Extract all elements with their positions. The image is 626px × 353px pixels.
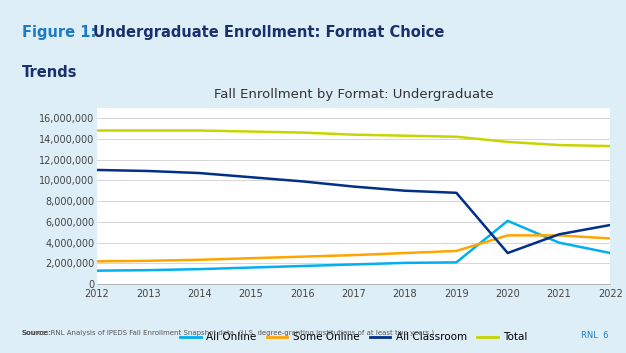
All Online (93, 269, 101, 273)
Total (93, 128, 101, 133)
All Classroom (145, 169, 152, 173)
Total (145, 128, 152, 133)
Text: Trends: Trends (22, 65, 78, 80)
All Online (504, 219, 511, 223)
Some Online (453, 249, 460, 253)
Legend: All Online, Some Online, All Classroom, Total: All Online, Some Online, All Classroom, … (176, 328, 531, 347)
Title: Fall Enrollment by Format: Undergraduate: Fall Enrollment by Format: Undergraduate (214, 88, 493, 101)
Some Online (504, 233, 511, 238)
All Classroom (247, 175, 255, 179)
Some Online (145, 259, 152, 263)
Some Online (401, 251, 409, 255)
Line: Some Online: Some Online (97, 235, 610, 261)
All Classroom (555, 232, 563, 237)
Line: All Online: All Online (97, 221, 610, 271)
Total (299, 131, 306, 135)
Text: Undergraduate Enrollment: Format Choice: Undergraduate Enrollment: Format Choice (93, 25, 444, 40)
All Online (196, 267, 203, 271)
All Online (145, 268, 152, 272)
All Classroom (93, 168, 101, 172)
All Online (350, 262, 357, 267)
All Online (401, 261, 409, 265)
All Classroom (196, 171, 203, 175)
Some Online (299, 255, 306, 259)
All Classroom (401, 189, 409, 193)
All Online (247, 265, 255, 270)
All Online (607, 251, 614, 255)
All Classroom (350, 185, 357, 189)
Text: Figure 1:: Figure 1: (22, 25, 101, 40)
Some Online (350, 253, 357, 257)
Total (401, 133, 409, 138)
Line: Total: Total (97, 131, 610, 146)
All Online (299, 264, 306, 268)
Total (247, 130, 255, 134)
All Online (555, 240, 563, 245)
Text: Source: RNL Analysis of IPEDS Fall Enrollment Snapshot data. (U.S. degree-granti: Source: RNL Analysis of IPEDS Fall Enrol… (22, 330, 434, 336)
Total (350, 132, 357, 137)
All Classroom (299, 179, 306, 184)
Total (504, 140, 511, 144)
Some Online (247, 256, 255, 260)
All Classroom (453, 191, 460, 195)
All Online (453, 260, 460, 264)
Some Online (196, 258, 203, 262)
Text: Source:: Source: (22, 330, 52, 336)
All Classroom (504, 251, 511, 255)
Some Online (93, 259, 101, 263)
Some Online (607, 237, 614, 241)
Total (196, 128, 203, 133)
Total (453, 134, 460, 139)
Total (555, 143, 563, 147)
All Classroom (607, 223, 614, 227)
Total (607, 144, 614, 148)
Some Online (555, 233, 563, 238)
Text: RNL  6: RNL 6 (581, 331, 608, 340)
Line: All Classroom: All Classroom (97, 170, 610, 253)
